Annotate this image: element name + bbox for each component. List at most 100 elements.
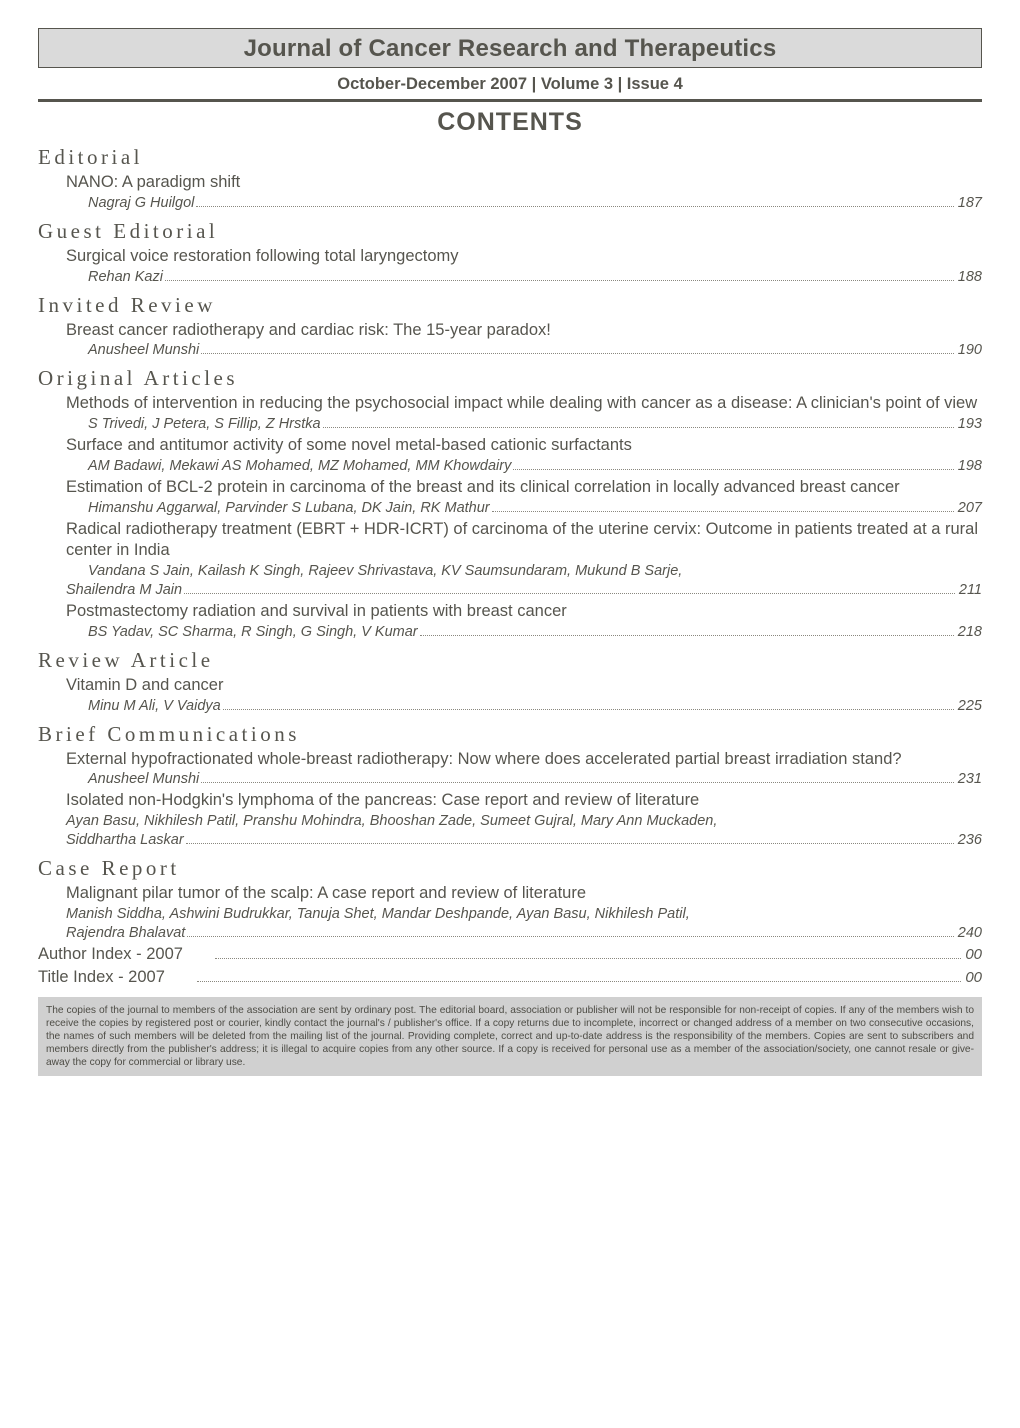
leader-dots [215, 958, 961, 959]
authors: Nagraj G Huilgol [88, 195, 194, 211]
toc-entry: Radical radiotherapy treatment (EBRT + H… [66, 519, 982, 599]
entry-title: Breast cancer radiotherapy and cardiac r… [66, 320, 982, 342]
authors: AM Badawi, Mekawi AS Mohamed, MZ Mohamed… [88, 458, 511, 474]
leader-dots [201, 772, 954, 784]
leader-dots [201, 343, 954, 355]
page-number: 187 [958, 195, 982, 211]
leader-dots [197, 981, 961, 982]
page-number: 198 [958, 458, 982, 474]
page-number: 231 [958, 771, 982, 787]
leader-dots [513, 458, 953, 470]
authors: Siddhartha Laskar [66, 832, 184, 848]
leader-dots [165, 269, 954, 281]
toc-entry: Breast cancer radiotherapy and cardiac r… [66, 320, 982, 359]
authors: BS Yadav, SC Sharma, R Singh, G Singh, V… [88, 624, 418, 640]
authors: Anusheel Munshi [88, 771, 199, 787]
issue-line: October-December 2007 | Volume 3 | Issue… [38, 72, 982, 99]
divider [38, 99, 982, 102]
page-number: 211 [959, 582, 982, 598]
section-heading: Invited Review [38, 293, 982, 318]
page-number: 207 [958, 500, 982, 516]
author-line: Nagraj G Huilgol 187 [88, 195, 982, 211]
author-line: Siddhartha Laskar 236 [66, 832, 982, 848]
leader-dots [223, 698, 954, 710]
sections-container: EditorialNANO: A paradigm shiftNagraj G … [38, 145, 982, 941]
page-number: 190 [958, 342, 982, 358]
page-number: 188 [958, 269, 982, 285]
journal-title-box: Journal of Cancer Research and Therapeut… [38, 28, 982, 68]
section-heading: Case Report [38, 856, 982, 881]
author-line: Rehan Kazi 188 [88, 269, 982, 285]
index-label: Author Index - 2007 [38, 945, 183, 964]
disclaimer-box: The copies of the journal to members of … [38, 997, 982, 1076]
entry-title: Estimation of BCL-2 protein in carcinoma… [66, 477, 982, 499]
toc-entry: Malignant pilar tumor of the scalp: A ca… [66, 883, 982, 941]
toc-entry: Methods of intervention in reducing the … [66, 393, 982, 432]
entry-title: Surface and antitumor activity of some n… [66, 435, 982, 457]
authors: Manish Siddha, Ashwini Budrukkar, Tanuja… [66, 906, 690, 922]
authors: S Trivedi, J Petera, S Fillip, Z Hrstka [88, 416, 321, 432]
toc-entry: Surgical voice restoration following tot… [66, 246, 982, 285]
contents-heading: CONTENTS [38, 108, 982, 137]
leader-dots [186, 833, 954, 845]
leader-dots [187, 925, 953, 937]
authors: Rajendra Bhalavat [66, 925, 185, 941]
page-number: 00 [965, 969, 982, 986]
page-number: 240 [958, 925, 982, 941]
authors: Rehan Kazi [88, 269, 163, 285]
toc-entry: External hypofractionated whole-breast r… [66, 749, 982, 788]
author-line: Anusheel Munshi 190 [88, 342, 982, 358]
author-line: Vandana S Jain, Kailash K Singh, Rajeev … [88, 563, 982, 579]
entry-title: External hypofractionated whole-breast r… [66, 749, 982, 771]
toc-entry: Postmastectomy radiation and survival in… [66, 601, 982, 640]
author-line: BS Yadav, SC Sharma, R Singh, G Singh, V… [88, 624, 982, 640]
leader-dots [323, 416, 954, 428]
entry-title: Malignant pilar tumor of the scalp: A ca… [66, 883, 982, 905]
page-number: 236 [958, 832, 982, 848]
leader-dots [492, 500, 954, 512]
toc-entry: NANO: A paradigm shiftNagraj G Huilgol 18… [66, 172, 982, 211]
author-line: Rajendra Bhalavat 240 [66, 925, 982, 941]
entry-title: Methods of intervention in reducing the … [66, 393, 982, 415]
index-row: Author Index - 2007 00 [38, 945, 982, 964]
section-heading: Review Article [38, 648, 982, 673]
toc-entry: Isolated non-Hodgkin's lymphoma of the p… [66, 790, 982, 848]
authors: Shailendra M Jain [66, 582, 182, 598]
leader-dots [196, 195, 953, 207]
leader-dots [184, 583, 955, 595]
toc-entry: Estimation of BCL-2 protein in carcinoma… [66, 477, 982, 516]
authors: Himanshu Aggarwal, Parvinder S Lubana, D… [88, 500, 490, 516]
author-line: Ayan Basu, Nikhilesh Patil, Pranshu Mohi… [66, 813, 982, 829]
indexes-container: Author Index - 2007 00 Title Index - 2007 0… [38, 945, 982, 987]
entry-title: Isolated non-Hodgkin's lymphoma of the p… [66, 790, 982, 812]
section-heading: Editorial [38, 145, 982, 170]
authors: Minu M Ali, V Vaidya [88, 698, 221, 714]
index-row: Title Index - 2007 00 [38, 968, 982, 987]
page-number: 00 [965, 946, 982, 963]
journal-title: Journal of Cancer Research and Therapeut… [244, 35, 777, 62]
entry-title: Postmastectomy radiation and survival in… [66, 601, 982, 623]
author-line: Manish Siddha, Ashwini Budrukkar, Tanuja… [66, 906, 982, 922]
author-line: AM Badawi, Mekawi AS Mohamed, MZ Mohamed… [88, 458, 982, 474]
leader-dots [420, 624, 954, 636]
entry-title: NANO: A paradigm shift [66, 172, 982, 194]
section-heading: Guest Editorial [38, 219, 982, 244]
author-line: S Trivedi, J Petera, S Fillip, Z Hrstka … [88, 416, 982, 432]
authors: Ayan Basu, Nikhilesh Patil, Pranshu Mohi… [66, 813, 717, 829]
section-heading: Original Articles [38, 366, 982, 391]
page-number: 225 [958, 698, 982, 714]
author-line: Minu M Ali, V Vaidya 225 [88, 698, 982, 714]
entry-title: Vitamin D and cancer [66, 675, 982, 697]
section-heading: Brief Communications [38, 722, 982, 747]
authors: Anusheel Munshi [88, 342, 199, 358]
page-number: 193 [958, 416, 982, 432]
authors: Vandana S Jain, Kailash K Singh, Rajeev … [88, 563, 682, 579]
author-line: Shailendra M Jain 211 [66, 582, 982, 598]
page-number: 218 [958, 624, 982, 640]
toc-entry: Surface and antitumor activity of some n… [66, 435, 982, 474]
entry-title: Surgical voice restoration following tot… [66, 246, 982, 268]
index-label: Title Index - 2007 [38, 968, 165, 987]
author-line: Anusheel Munshi 231 [88, 771, 982, 787]
toc-entry: Vitamin D and cancerMinu M Ali, V Vaidya… [66, 675, 982, 714]
author-line: Himanshu Aggarwal, Parvinder S Lubana, D… [88, 500, 982, 516]
